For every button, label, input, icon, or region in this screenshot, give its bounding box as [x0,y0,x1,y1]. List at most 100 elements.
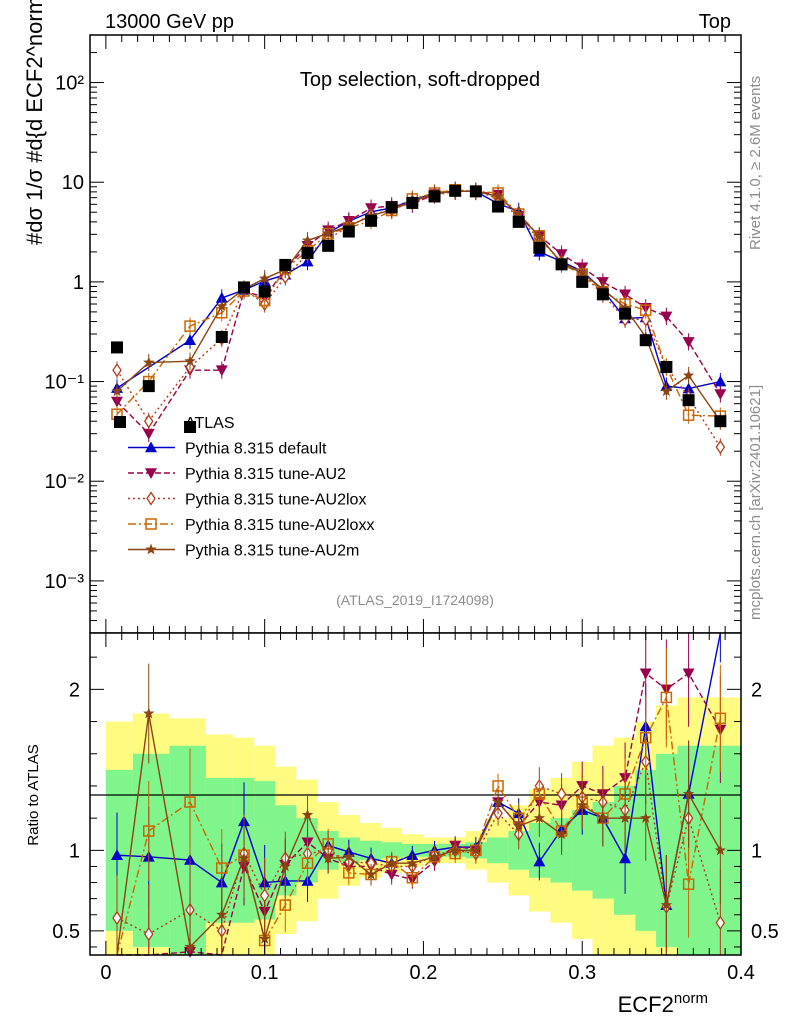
main-series-marker [715,439,726,455]
x-tick-label: 0.2 [410,962,438,984]
ratio-series-marker [682,878,695,890]
main-series-marker [714,389,727,401]
ratio-series-4 [116,663,727,956]
ratio-series-marker [184,940,196,952]
y-axis-label-main: #dσ 1/σ #d{d ECF2^norm} [22,0,47,245]
ratio-series-marker [449,844,461,856]
inner-uncertainty-band [592,802,614,899]
x-tick-label: 0.1 [251,962,279,984]
main-series-marker [619,289,632,301]
ratio-series-marker [110,849,123,860]
ratio-series-marker [143,926,154,942]
ratio-series-marker [343,850,355,862]
inner-uncertainty-band [677,745,705,955]
ratio-series-marker [714,712,727,725]
main-series-marker [184,320,196,332]
main-series-marker [639,304,652,316]
analysis-id-label: (ATLAS_2019_I1724098) [336,592,494,608]
main-y-tick-label: 10² [55,73,84,95]
data-point [619,307,632,320]
data-point [428,190,441,203]
ratio-series-marker [715,915,726,930]
legend-label-data: ATLAS [185,415,235,432]
ratio-y-tick-label-right: 1 [751,840,762,862]
legend-label: Pythia 8.315 tune-AU2 [185,466,346,483]
data-point [512,215,525,228]
data-point [469,185,482,198]
ratio-series-marker [682,788,695,799]
main-series-marker [619,301,631,313]
main-y-tick-label: 1 [73,272,84,294]
ratio-series-marker [279,860,292,872]
main-series-marker [301,234,314,246]
ratio-series-marker [533,855,546,867]
ratio-series-marker [258,932,271,944]
inner-uncertainty-band [656,753,678,947]
main-series-marker [184,355,196,367]
main-series-marker [322,227,334,239]
ratio-series-marker [555,828,568,840]
ratio-series-marker [216,862,228,874]
legend: ATLAS Pythia 8.315 default Pythia 8.315 tu… [114,415,374,560]
main-series-marker [142,428,155,440]
ratio-series-marker [660,899,673,910]
data-point [714,415,727,428]
data-point [682,394,695,407]
ratio-series-marker [619,812,631,824]
ratio-series-marker [533,812,546,824]
ratio-series-marker [619,852,632,864]
y-axis-label-main-text: #dσ 1/σ #d{d ECF2^norm} [22,0,47,245]
energy-label: 13000 GeV pp [105,11,234,33]
x-tick-label: 0.3 [568,962,596,984]
x-axis-label-base: ECF2 [618,992,674,1017]
ratio-series-marker [492,796,504,807]
ratio-series-marker [640,812,652,824]
ratio-series-marker [385,857,398,869]
legend-marker [145,468,157,479]
data-point [555,258,568,271]
main-series-marker [682,382,695,394]
data-point [110,341,123,354]
inner-uncertainty-band [508,831,530,870]
ratio-series-layer [110,632,727,958]
ratio-y-tick-label-left: 1 [69,840,80,862]
main-y-tick-label: 10⁻² [45,471,85,493]
main-y-tick-label: 10⁻¹ [45,372,85,394]
data-point [576,275,589,288]
main-panel: 10⁻³ 10⁻² 10⁻¹ 1 10 10² Top selection, soft-d… [45,34,742,634]
data-point [142,380,155,393]
main-series-marker [111,385,123,397]
data-point [301,246,314,259]
main-series-marker [258,272,271,284]
inner-uncertainty-band [205,777,233,923]
data-point [449,184,462,197]
data-point [258,285,271,298]
ratio-x-ticks: 0 0.1 0.2 0.3 0.4 [100,633,755,984]
legend-label: Pythia 8.315 default [185,441,327,458]
data-point [184,420,197,433]
ratio-y-ticks: 0.5 0.5 1 1 2 2 [52,656,779,948]
main-series-marker [513,207,525,219]
ratio-series-marker [112,910,122,926]
main-series-marker [143,414,154,429]
x-tick-label: 0.4 [727,962,755,984]
legend-marker [145,518,157,530]
mcplots-label: mcplots.cern.ch [arXiv:2401.10621] [747,385,764,620]
ratio-series-marker [597,812,609,824]
legend-label: Pythia 8.315 tune-AU2m [185,543,359,560]
x-tick-label: 0 [100,962,111,984]
data-point [238,281,251,294]
main-series-marker [682,337,695,348]
inner-uncertainty-band [571,810,593,891]
main-series-marker [533,230,546,242]
ratio-series-marker [406,871,419,884]
legend-marker-data [114,416,126,428]
ratio-series-marker [428,850,441,862]
inner-uncertainty-band [132,753,170,947]
x-axis-label: ECF2norm [618,990,708,1017]
main-data-layer [110,184,727,433]
main-y-tick-label: 10⁻³ [45,571,85,593]
ratio-series-marker [533,788,546,800]
ratio-series-marker [238,852,250,864]
